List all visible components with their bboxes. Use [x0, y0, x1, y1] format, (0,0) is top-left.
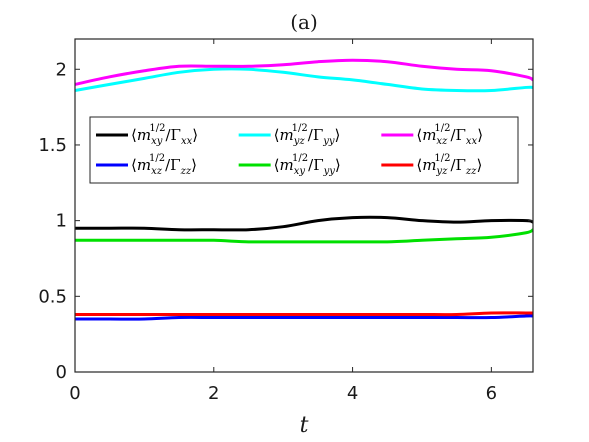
y-tick-label: 1.5	[38, 135, 67, 156]
series-line-3	[74, 58, 534, 86]
legend-label-5: ⟨mxy1/2/Γyy⟩	[274, 153, 341, 177]
series-line-6	[75, 311, 533, 317]
x-axis-title: t	[300, 413, 309, 438]
x-tick-label: 6	[486, 383, 497, 404]
legend-label-3: ⟨mxz1/2/Γxx⟩	[416, 123, 483, 147]
legend: ⟨mxy1/2/Γxx⟩ ⟨myz1/2/Γyy⟩ ⟨mxz1/2/Γxx⟩ ⟨mxz…	[89, 116, 519, 184]
series-layer	[74, 58, 534, 321]
y-tick-label: 2	[56, 59, 67, 80]
y-tick-label: 0.5	[38, 286, 67, 307]
plot-frame	[74, 38, 534, 373]
chart-title: (a)	[290, 10, 318, 34]
ticks-layer: 0 2 4 6 0 0.5 1 1.5 2	[38, 39, 533, 404]
y-tick-label: 0	[56, 362, 67, 383]
x-tick-label: 4	[347, 383, 358, 404]
legend-label-1: ⟨mxy1/2/Γxx⟩	[131, 123, 198, 147]
series-line-1	[75, 215, 534, 232]
legend-box	[89, 116, 519, 184]
legend-label-2: ⟨myz1/2/Γyy⟩	[274, 123, 341, 147]
legend-label-4: ⟨mxz1/2/Γzz⟩	[131, 153, 197, 177]
series-line-5	[75, 228, 534, 244]
series-line-2	[74, 67, 534, 93]
y-tick-label: 1	[56, 211, 67, 232]
x-tick-label: 2	[208, 383, 219, 404]
x-tick-label: 0	[69, 383, 80, 404]
series-line-4	[75, 314, 534, 321]
legend-label-6: ⟨myz1/2/Γzz⟩	[416, 153, 482, 177]
